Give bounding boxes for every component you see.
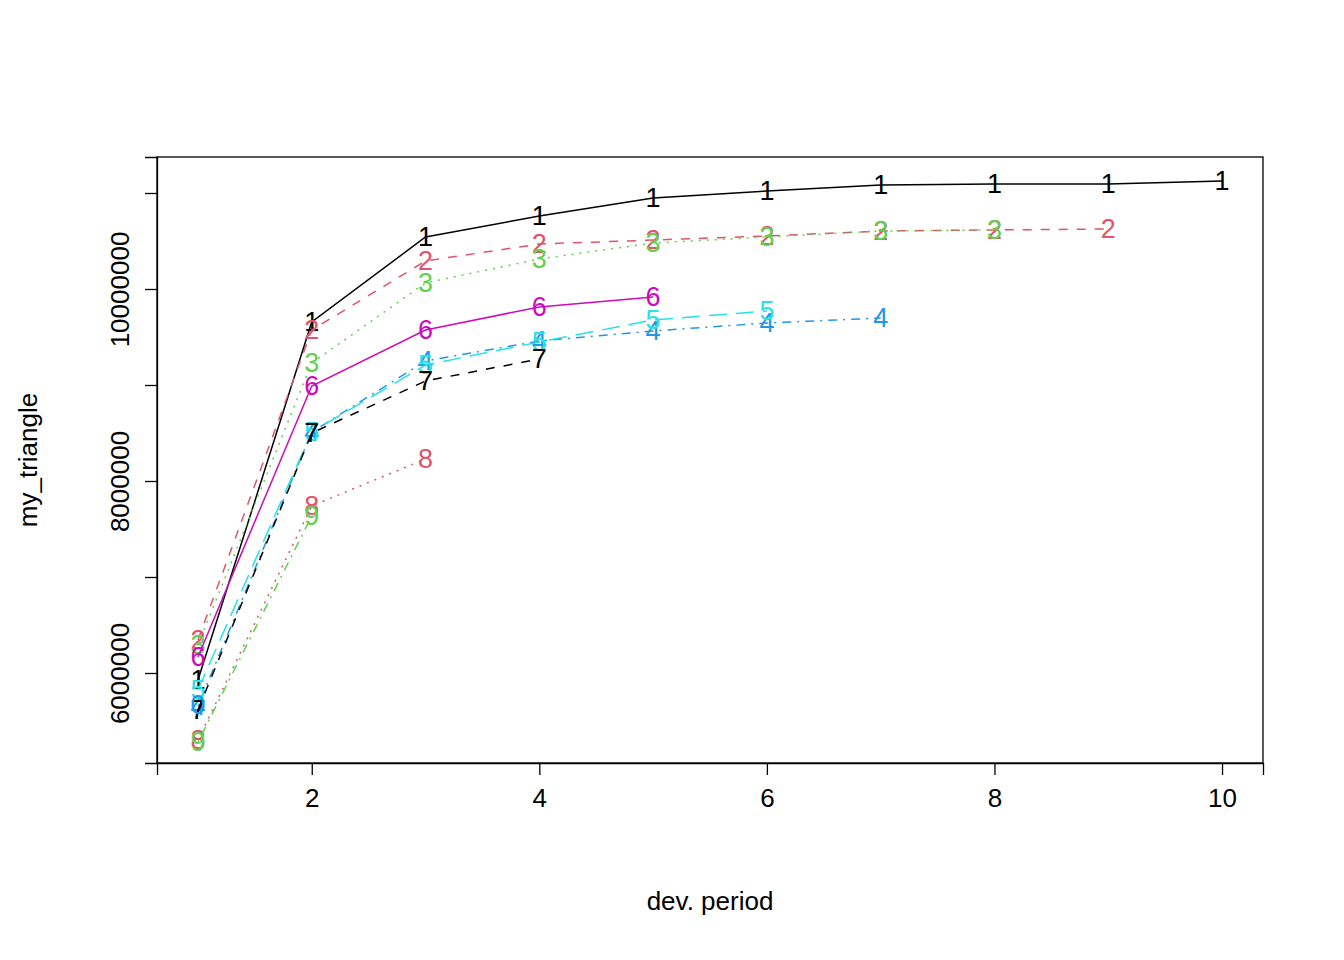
y-tick-mark	[145, 193, 157, 194]
point-marker: 3	[987, 215, 1002, 245]
series: 222222222	[190, 214, 1115, 655]
x-tick-label: 6	[760, 783, 774, 813]
series-line	[198, 230, 995, 645]
series: 4444444	[190, 303, 888, 721]
y-axis-line	[145, 158, 158, 764]
y-tick: 6000000	[105, 623, 157, 724]
plot-frame	[157, 157, 1263, 763]
chart: 2468106000000800000010000000dev. periodm…	[0, 0, 1344, 960]
point-marker: 6	[304, 371, 319, 401]
point-marker: 2	[759, 221, 774, 251]
point-marker: 2	[304, 315, 319, 345]
point-marker: 9	[190, 727, 205, 757]
x-tick: 8	[988, 763, 1002, 813]
x-tick: 10	[1208, 763, 1237, 813]
point-marker: 1	[1101, 169, 1116, 199]
point-marker: 1	[987, 169, 1002, 199]
x-tick-label: 4	[533, 783, 547, 813]
series: 7777	[190, 344, 546, 725]
y-tick-label: 6000000	[105, 623, 135, 724]
series: 1111111111	[190, 166, 1229, 695]
y-tick	[145, 193, 157, 194]
y-axis-title: my_triangle	[13, 393, 43, 527]
x-tick-label: 10	[1208, 783, 1237, 813]
x-tick-mark	[994, 763, 995, 775]
x-tick: 4	[533, 763, 547, 813]
point-marker: 5	[759, 296, 774, 326]
x-tick-mark	[312, 763, 313, 775]
point-marker: 2	[987, 215, 1002, 245]
point-marker: 4	[873, 303, 888, 333]
point-marker: 3	[646, 228, 661, 258]
point-marker: 2	[1101, 214, 1116, 244]
series-line	[198, 229, 1108, 640]
y-tick-mark	[145, 577, 157, 578]
series-line	[198, 516, 312, 742]
point-marker: 9	[304, 501, 319, 531]
x-tick-mark	[1222, 763, 1223, 775]
x-tick-label: 8	[988, 783, 1002, 813]
y-tick-mark	[145, 385, 157, 386]
point-marker: 2	[873, 216, 888, 246]
y-tick-mark	[145, 673, 157, 674]
x-tick: 6	[760, 763, 774, 813]
series-line	[198, 318, 881, 706]
point-marker: 3	[873, 216, 888, 246]
point-marker: 1	[873, 170, 888, 200]
point-marker: 6	[646, 282, 661, 312]
point-marker: 7	[304, 418, 319, 448]
y-tick-label: 10000000	[105, 232, 135, 348]
point-marker: 1	[532, 201, 547, 231]
series: 33333333	[190, 215, 1002, 660]
point-marker: 3	[759, 222, 774, 252]
y-tick-mark	[145, 481, 157, 482]
series: 0	[190, 690, 205, 720]
point-marker: 5	[304, 417, 319, 447]
y-tick: 10000000	[105, 232, 157, 348]
point-marker: 6	[190, 642, 205, 672]
point-marker: 4	[304, 417, 319, 447]
point-marker: 1	[646, 183, 661, 213]
x-tick-mark	[767, 763, 768, 775]
series: 6 6 6 6 6	[190, 282, 660, 672]
y-tick-label: 8000000	[105, 431, 135, 532]
y-tick-mark	[145, 289, 157, 290]
plot-marks: 1111111111222222222333333334444444555555…	[190, 166, 1229, 757]
y-tick	[145, 385, 157, 386]
series-line	[198, 181, 1222, 680]
series-line	[198, 359, 539, 710]
series-line	[198, 297, 653, 657]
x-tick-mark	[539, 763, 540, 775]
y-tick: 8000000	[105, 431, 157, 532]
y-tick	[145, 577, 157, 578]
point-marker: 7	[532, 344, 547, 374]
point-marker: 3	[418, 268, 433, 298]
point-marker: 1	[759, 176, 774, 206]
x-axis: 2 4 6 8 10	[158, 763, 1264, 813]
point-marker: 6	[418, 315, 433, 345]
point-marker: 6	[532, 292, 547, 322]
x-tick-label: 2	[305, 783, 319, 813]
x-axis-line	[158, 764, 1264, 776]
series-line	[198, 311, 767, 690]
series: 888	[190, 444, 433, 755]
point-marker: 3	[532, 244, 547, 274]
y-axis: 6000000 8000000 10000000	[105, 158, 158, 764]
point-marker: 0	[190, 690, 205, 720]
point-marker: 1	[1215, 166, 1230, 196]
x-tick: 2	[305, 763, 319, 813]
series-line	[198, 459, 426, 740]
series: 99	[190, 501, 319, 757]
x-axis-title: dev. period	[647, 886, 774, 916]
point-marker: 8	[418, 444, 433, 474]
series: 555555	[190, 296, 774, 705]
point-marker: 7	[418, 366, 433, 396]
